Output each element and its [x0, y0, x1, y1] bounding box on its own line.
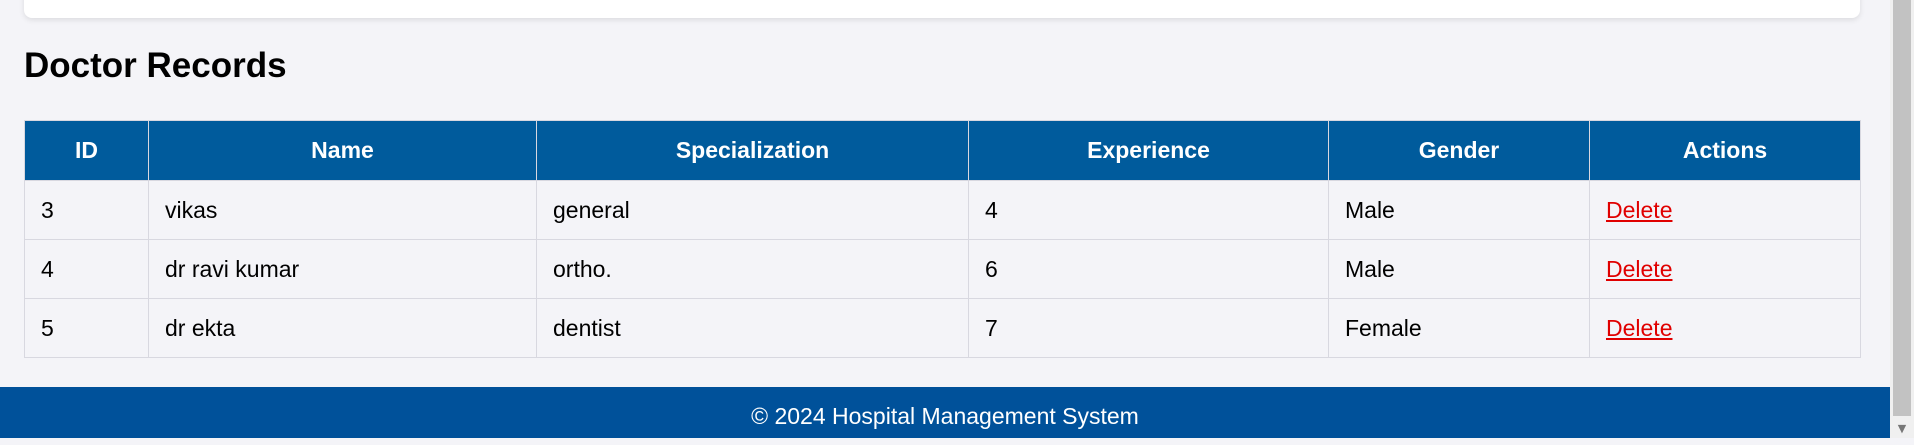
cell-specialization: ortho. — [536, 239, 969, 299]
cell-name: vikas — [148, 180, 537, 240]
column-header-name: Name — [148, 120, 537, 181]
cell-actions: Delete — [1589, 239, 1861, 299]
cell-gender: Male — [1328, 239, 1590, 299]
cell-gender: Female — [1328, 298, 1590, 358]
scrollbar-thumb[interactable] — [1893, 0, 1911, 416]
column-header-actions: Actions — [1589, 120, 1861, 181]
vertical-scrollbar[interactable]: ▼ — [1890, 0, 1914, 438]
table-row: 4 dr ravi kumar ortho. 6 Male Delete — [24, 239, 1861, 299]
delete-link[interactable]: Delete — [1606, 196, 1673, 223]
page-title: Doctor Records — [24, 46, 287, 85]
cell-id: 4 — [24, 239, 149, 299]
cell-specialization: dentist — [536, 298, 969, 358]
cell-name: dr ekta — [148, 298, 537, 358]
table-row: 5 dr ekta dentist 7 Female Delete — [24, 298, 1861, 358]
table-row: 3 vikas general 4 Male Delete — [24, 180, 1861, 240]
chevron-down-icon[interactable]: ▼ — [1897, 422, 1907, 435]
delete-link[interactable]: Delete — [1606, 314, 1673, 341]
column-header-experience: Experience — [968, 120, 1329, 181]
cell-id: 5 — [24, 298, 149, 358]
column-header-specialization: Specialization — [536, 120, 969, 181]
cell-experience: 4 — [968, 180, 1329, 240]
table-header-row: ID Name Specialization Experience Gender… — [24, 120, 1861, 181]
delete-link[interactable]: Delete — [1606, 255, 1673, 282]
cell-specialization: general — [536, 180, 969, 240]
top-card — [24, 0, 1860, 18]
cell-experience: 6 — [968, 239, 1329, 299]
cell-gender: Male — [1328, 180, 1590, 240]
doctor-records-table: ID Name Specialization Experience Gender… — [24, 120, 1861, 358]
cell-actions: Delete — [1589, 180, 1861, 240]
cell-name: dr ravi kumar — [148, 239, 537, 299]
column-header-gender: Gender — [1328, 120, 1590, 181]
cell-experience: 7 — [968, 298, 1329, 358]
column-header-id: ID — [24, 120, 149, 181]
footer: © 2024 Hospital Management System — [0, 387, 1890, 438]
footer-text: © 2024 Hospital Management System — [751, 403, 1139, 429]
cell-id: 3 — [24, 180, 149, 240]
cell-actions: Delete — [1589, 298, 1861, 358]
